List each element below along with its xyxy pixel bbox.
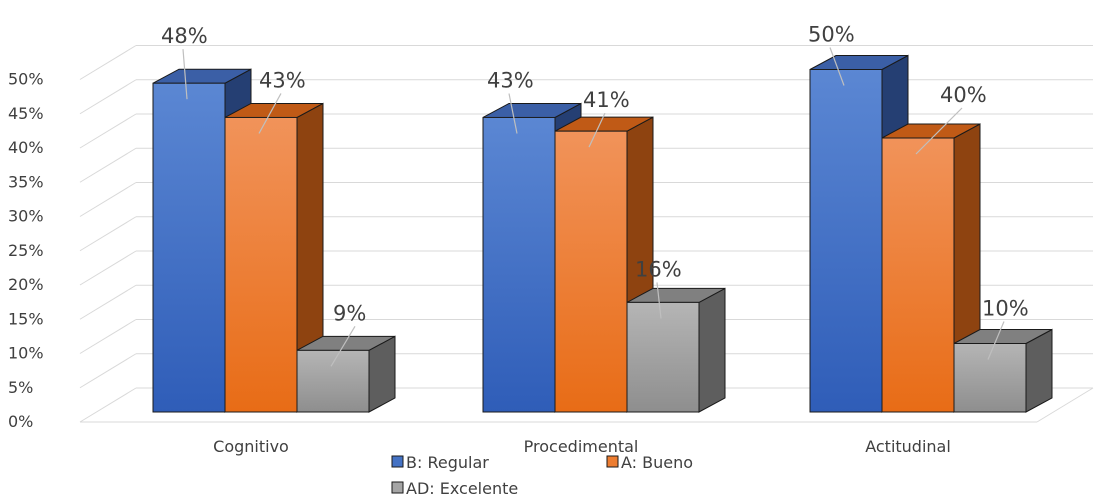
bar-front: [953, 343, 1027, 413]
gridline-side: [79, 113, 137, 149]
legend-swatch: [391, 455, 404, 468]
data-label-leader: [330, 326, 356, 367]
y-tick-label: 50%: [8, 70, 44, 89]
bar-ad-excelente-cognitivo: [296, 335, 396, 413]
x-tick-label: Cognitivo: [213, 437, 289, 456]
data-label: 43%: [259, 68, 306, 92]
data-label-leader: [182, 49, 188, 100]
y-axis: 0% 5% 10% 15% 20% 25% 30% 35% 40% 45% 50%: [8, 70, 44, 432]
data-label: 16%: [635, 257, 682, 281]
data-label-leader: [829, 47, 845, 86]
gridline-side: [79, 79, 137, 115]
data-label-leader: [258, 93, 282, 134]
data-label: 43%: [487, 68, 534, 92]
legend-label: A: Bueno: [621, 453, 693, 472]
data-label: 40%: [940, 83, 987, 107]
gridline-side: [79, 284, 137, 320]
data-labels: 48% 43% 9% 43% 41% 16% 50% 40% 10%: [161, 23, 1029, 367]
gridline-side: [79, 45, 137, 80]
bar-front: [296, 349, 370, 413]
y-tick-label: 20%: [8, 275, 44, 294]
bar-front: [482, 116, 556, 413]
gridline-side: [79, 250, 137, 286]
bar-front: [881, 137, 955, 413]
bar-front: [626, 301, 700, 413]
data-label-leader: [508, 93, 518, 134]
gridline-side: [79, 387, 137, 423]
legend-label: AD: Excelente: [406, 479, 518, 498]
data-label-leader: [588, 112, 606, 148]
x-axis: Cognitivo Procedimental Actitudinal: [213, 437, 951, 456]
data-label-leader: [656, 282, 662, 319]
bar-side: [698, 287, 726, 413]
bar-front: [554, 130, 628, 413]
data-label: 10%: [982, 297, 1029, 321]
y-tick-label: 10%: [8, 344, 44, 363]
legend-swatch: [606, 455, 619, 468]
data-label: 9%: [333, 301, 366, 325]
y-tick-label: 30%: [8, 207, 44, 226]
y-tick-label: 5%: [8, 378, 33, 397]
legend-label: B: Regular: [406, 453, 489, 472]
data-label: 41%: [583, 88, 630, 112]
legend-swatch: [391, 481, 404, 494]
gridline-side: [79, 216, 137, 252]
gridline-side: [79, 353, 137, 389]
bar-a-bueno-cognitivo: [224, 102, 324, 413]
bar-ad-excelente-procedimental: [626, 287, 726, 413]
bars: [152, 54, 1053, 413]
gridline-side: [79, 147, 137, 183]
y-tick-label: 40%: [8, 138, 44, 157]
bar-front: [809, 69, 883, 413]
bar-ad-excelente-actitudinal: [953, 328, 1053, 413]
y-tick-label: 0%: [8, 412, 33, 431]
y-tick-label: 45%: [8, 104, 44, 123]
gridline-side: [79, 182, 137, 217]
y-tick-label: 35%: [8, 172, 44, 191]
bar-front: [152, 82, 226, 413]
x-tick-label: Procedimental: [524, 437, 639, 456]
data-label: 50%: [808, 23, 855, 47]
data-label-leader: [987, 321, 1005, 360]
gridline-side: [79, 319, 137, 354]
data-label-leader: [915, 107, 963, 155]
floor-edge-side: [1036, 387, 1094, 423]
y-tick-label: 25%: [8, 241, 44, 260]
y-tick-label: 15%: [8, 309, 44, 328]
legend: B: Regular A: Bueno AD: Excelente: [391, 453, 693, 498]
data-label: 48%: [161, 24, 208, 48]
bar-front: [224, 116, 298, 413]
x-tick-label: Actitudinal: [865, 437, 951, 456]
